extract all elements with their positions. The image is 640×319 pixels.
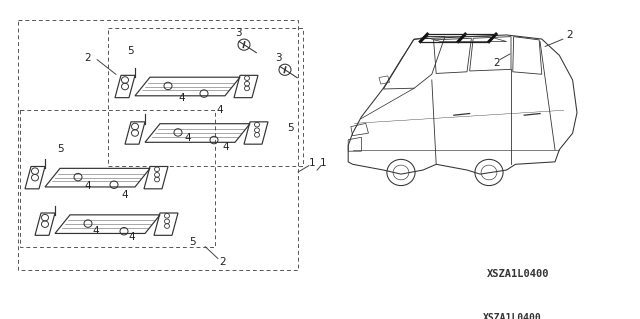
Bar <box>20 110 215 248</box>
Text: 2: 2 <box>220 257 227 267</box>
Text: 5: 5 <box>189 237 195 247</box>
Text: 5: 5 <box>127 46 133 56</box>
Text: 4: 4 <box>84 181 92 191</box>
Text: 4: 4 <box>129 232 135 242</box>
Text: 3: 3 <box>235 27 241 38</box>
Text: 2: 2 <box>566 30 573 40</box>
Bar <box>18 20 298 270</box>
Text: XSZA1L0400: XSZA1L0400 <box>483 313 542 319</box>
Text: 4: 4 <box>223 142 229 152</box>
Text: 4: 4 <box>217 105 223 115</box>
Text: 4: 4 <box>179 93 186 103</box>
Bar <box>108 28 303 166</box>
Text: 4: 4 <box>122 190 128 200</box>
Text: 1: 1 <box>320 158 326 168</box>
Text: 2: 2 <box>493 58 500 68</box>
Text: 5: 5 <box>57 144 63 154</box>
Text: XSZA1L0400: XSZA1L0400 <box>487 269 550 279</box>
Text: 4: 4 <box>93 226 99 236</box>
Text: 3: 3 <box>275 53 282 63</box>
Text: 5: 5 <box>287 123 293 133</box>
Text: 1: 1 <box>308 158 316 168</box>
Text: 4: 4 <box>185 133 191 143</box>
Text: 2: 2 <box>84 53 92 63</box>
